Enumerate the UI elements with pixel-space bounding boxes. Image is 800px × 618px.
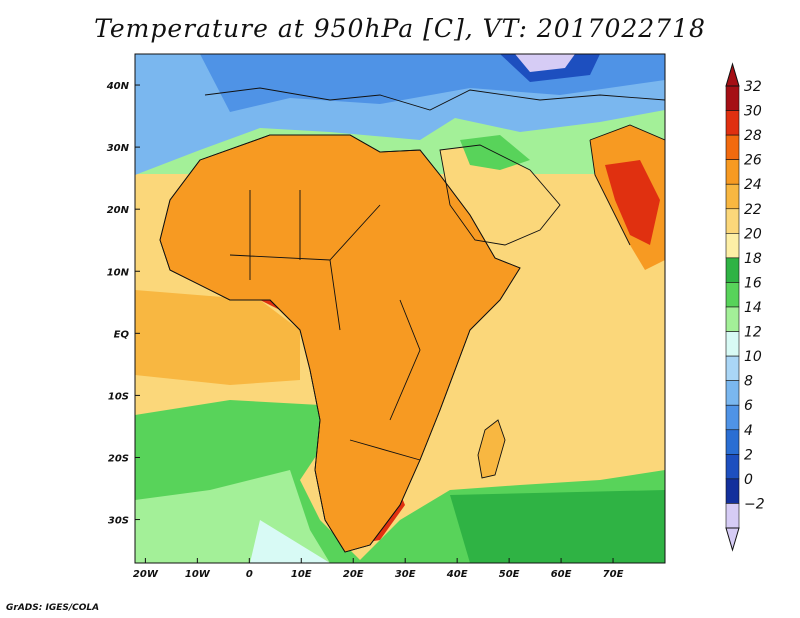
colorbar-label: 6 (744, 398, 753, 414)
colorbar-swatch (725, 183, 740, 210)
colorbar-swatch (725, 478, 740, 504)
colorbar-swatch (725, 208, 740, 234)
colorbar-label: 16 (744, 275, 762, 291)
colorbar-swatch (725, 85, 740, 111)
lon-tick-label: 40E (446, 569, 468, 580)
lon-tick-label: 10E (291, 569, 312, 580)
colorbar-swatch (725, 233, 740, 259)
colorbar-max-arrow (725, 62, 740, 87)
lat-tick-label: 20S (108, 453, 129, 464)
colorbar-swatch (725, 306, 740, 332)
credit-label: GrADS: IGES/COLA (6, 603, 100, 613)
colorbar-label: 10 (744, 349, 762, 365)
colorbar-swatch (725, 454, 740, 480)
colorbar-label: 18 (744, 251, 762, 267)
colorbar-label: 4 (744, 423, 753, 439)
colorbar-label: 22 (744, 202, 762, 218)
colorbar-swatch (725, 355, 740, 381)
colorbar-label: 0 (744, 472, 753, 488)
coastlines (159, 87, 665, 553)
longitude-ticks: 20W 10W 0 10E 20E 30E 40E 50E 60E 70E (133, 558, 624, 580)
colorbar-label: 26 (744, 153, 762, 169)
colorbar-label: 2 (744, 447, 753, 463)
colorbar-label: −2 (744, 496, 765, 512)
lon-tick-label: 20W (133, 569, 159, 580)
lat-tick-label: EQ (114, 329, 130, 340)
colorbar-label: 20 (744, 226, 762, 242)
colorbar-min-arrow (725, 527, 740, 552)
map-title: Temperature at 950hPa [C], VT: 201702271… (94, 14, 706, 43)
colorbar-label: 14 (744, 300, 762, 316)
lat-tick-label: 30S (108, 516, 129, 527)
lon-tick-label: 0 (246, 569, 253, 580)
colorbar-swatch (725, 159, 740, 185)
colorbar-swatch (725, 429, 740, 455)
colorbar-swatch (725, 257, 740, 283)
lat-tick-label: 30N (107, 143, 130, 154)
map-frame (134, 53, 666, 564)
colorbar-label: 12 (744, 325, 762, 341)
lon-tick-label: 50E (499, 569, 520, 580)
colorbar-swatch (725, 503, 740, 529)
lon-tick-label: 30E (395, 569, 416, 580)
colorbar-label: 32 (744, 79, 762, 95)
colorbar-swatch (725, 380, 740, 406)
lon-tick-label: 60E (551, 569, 572, 580)
lon-tick-label: 70E (603, 569, 624, 580)
lat-tick-label: 40N (106, 81, 130, 92)
colorbar-label: 30 (744, 104, 762, 120)
lon-tick-label: 20E (343, 569, 364, 580)
colorbar-swatch (725, 134, 740, 160)
colorbar-label: 8 (744, 374, 753, 390)
colorbar-swatch (725, 404, 740, 431)
colorbar-label: 24 (744, 177, 762, 193)
lon-tick-label: 10W (185, 569, 211, 580)
lat-tick-label: 20N (107, 205, 130, 216)
latitude-ticks: 40N 30N 20N 10N EQ 10S 20S 30S (106, 81, 140, 527)
colorbar-swatch (725, 282, 740, 308)
lat-tick-label: 10S (108, 391, 129, 402)
lat-tick-label: 10N (107, 267, 130, 278)
colorbar-swatch (725, 331, 740, 357)
colorbar-label: 28 (744, 128, 762, 144)
colorbar-swatch (725, 110, 740, 136)
